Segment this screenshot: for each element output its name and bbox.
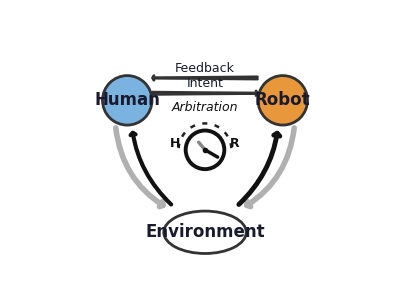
Circle shape xyxy=(258,76,308,125)
Text: Arbitration: Arbitration xyxy=(172,101,238,114)
Text: Human: Human xyxy=(94,91,160,109)
Circle shape xyxy=(102,76,152,125)
Text: Environment: Environment xyxy=(145,223,265,241)
Ellipse shape xyxy=(164,211,246,253)
Circle shape xyxy=(186,130,224,169)
Text: Feedback: Feedback xyxy=(175,62,235,75)
Text: R: R xyxy=(230,137,240,150)
Text: Robot: Robot xyxy=(255,91,310,109)
Text: H: H xyxy=(170,137,180,150)
Text: Intent: Intent xyxy=(186,77,224,90)
